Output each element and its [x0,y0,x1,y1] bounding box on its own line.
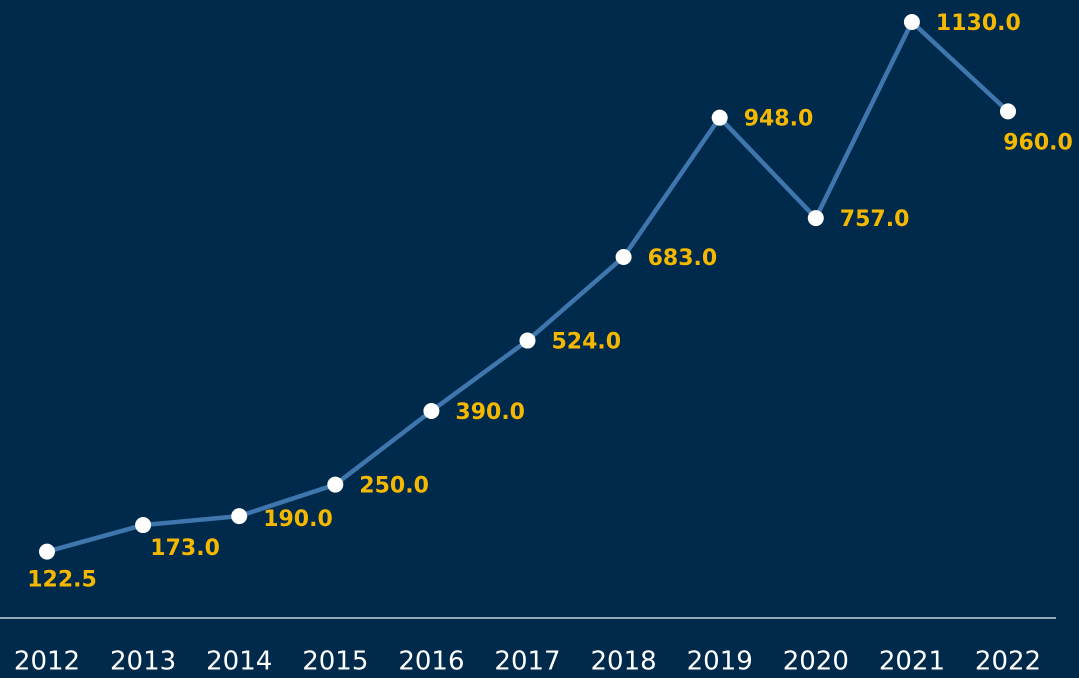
point [807,210,824,227]
value-label: 390.0 [455,400,525,425]
x-tick-label: 2018 [591,647,657,677]
x-tick-label: 2014 [206,647,272,677]
value-label: 683.0 [648,246,718,271]
x-tick-label: 2017 [494,647,560,677]
point [327,476,344,493]
value-label: 524.0 [552,330,622,355]
point [1000,103,1016,120]
x-tick-label: 2015 [302,647,368,677]
x-tick-label: 2013 [110,647,176,677]
x-tick-label: 2012 [14,647,80,677]
x-tick-label: 2022 [975,647,1041,677]
x-tick-label: 2019 [687,647,753,677]
x-tick-label: 2021 [879,647,945,677]
point [903,14,920,30]
point [519,332,536,349]
point [711,109,728,126]
point [615,248,632,265]
point [231,508,248,525]
point [39,543,55,560]
value-label: 948.0 [744,107,814,132]
value-label: 190.0 [263,507,333,532]
value-label: 122.5 [27,568,97,593]
x-tick-label: 2020 [783,647,849,677]
point [135,517,152,534]
x-tick-label: 2016 [398,647,464,677]
value-label: 757.0 [840,207,910,232]
value-label: 960.0 [1003,130,1073,155]
point [423,402,440,419]
value-label: 250.0 [359,474,429,499]
value-label: 1130.0 [936,11,1021,36]
value-label: 173.0 [150,536,220,561]
